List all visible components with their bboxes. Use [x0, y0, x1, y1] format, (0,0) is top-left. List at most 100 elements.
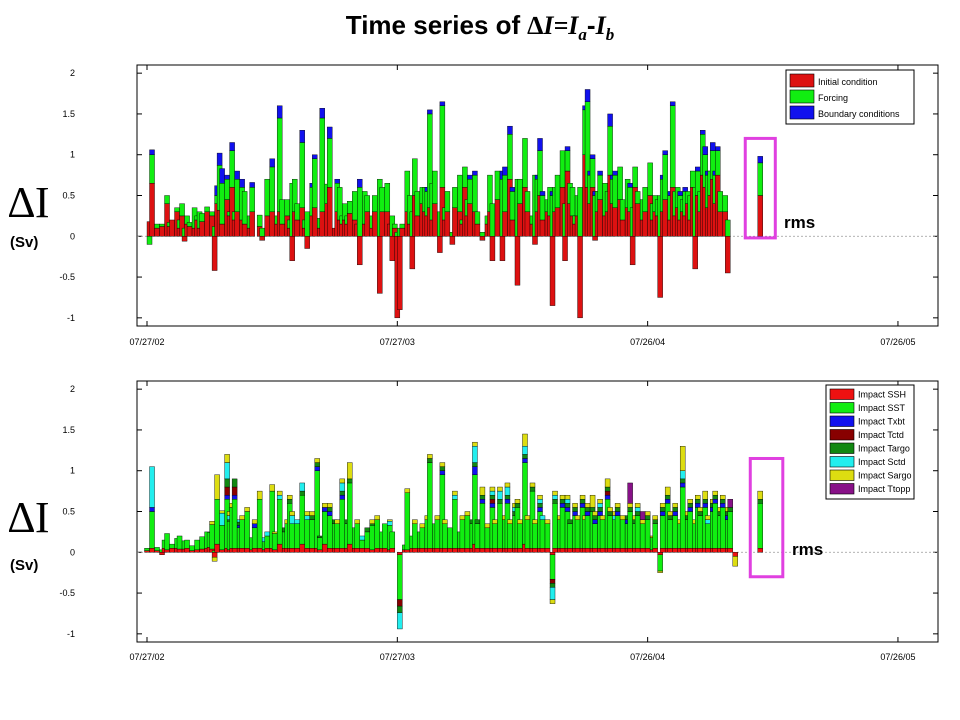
bar-segment-impact-txbt — [679, 482, 686, 488]
legend-swatch — [829, 469, 855, 481]
bar-segment-impact-sst — [727, 511, 733, 549]
rms-label: rms — [792, 540, 823, 559]
bar-segment-forcing — [219, 183, 225, 225]
bar-segment-impact-sargo — [657, 570, 663, 573]
bar-segment-impact-sargo — [584, 503, 591, 508]
x-tick-label: 07/27/02 — [129, 337, 164, 347]
bar-segment-impact-sst — [317, 537, 323, 551]
bar-segment-boundary-conditions — [327, 126, 333, 139]
bar-segment-impact-sst — [614, 515, 621, 549]
bar-segment-initial-condition — [479, 236, 486, 241]
bar-segment-impact-targo — [604, 486, 611, 492]
bar-segment-initial-condition — [269, 211, 275, 237]
bar-segment-boundary-conditions — [239, 178, 245, 188]
bar-segment-impact-ssh — [442, 548, 448, 553]
bar-segment-impact-targo — [514, 503, 521, 508]
bar-segment-impact-sargo — [271, 531, 278, 534]
bar-segment-initial-condition — [259, 236, 265, 241]
bar-segment-initial-condition — [642, 211, 648, 237]
bar-segment-impact-ssh — [552, 548, 558, 553]
bar-segment-impact-ssh — [667, 548, 673, 553]
bar-segment-initial-condition — [717, 211, 723, 237]
bar-segment-impact-targo — [299, 490, 305, 496]
bar-segment-impact-sst — [492, 523, 498, 549]
bar-segment-forcing — [537, 150, 543, 196]
bar-segment-impact-sctd — [634, 507, 641, 512]
bar-segment-impact-ssh — [679, 548, 686, 553]
bar-segment-forcing — [279, 199, 285, 225]
title-var: I — [543, 11, 554, 40]
bar-segment-impact-sst — [474, 523, 481, 549]
bar-segment-impact-sst — [552, 503, 558, 549]
bar-segment-impact-ssh — [659, 548, 666, 553]
bar-segment-initial-condition — [444, 211, 451, 237]
bar-segment-initial-condition — [532, 236, 538, 245]
bar-segment-forcing — [357, 187, 363, 237]
bar-segment-boundary-conditions — [627, 183, 633, 188]
bar-segment-impact-sctd — [387, 521, 393, 526]
bar-segment-impact-sargo — [604, 478, 611, 488]
bar-segment-impact-sst — [231, 499, 238, 549]
bar-segment-impact-sargo — [439, 462, 446, 467]
bar-segment-initial-condition — [562, 236, 568, 261]
bar-segment-impact-sst — [442, 523, 448, 549]
bar-segment-impact-sctd — [552, 494, 558, 500]
bar-segment-impact-txbt — [664, 499, 671, 504]
bar-segment-impact-targo — [589, 507, 596, 512]
bar-segment-impact-sctd — [504, 486, 511, 496]
bar-segment-impact-tctd — [224, 486, 230, 496]
bar-segment-boundary-conditions — [702, 146, 708, 155]
bar-segment-initial-condition — [249, 211, 255, 237]
bar-segment-forcing — [502, 174, 508, 213]
bar-segment-forcing — [757, 162, 763, 196]
bar-segment-forcing — [444, 191, 451, 213]
bar-segment-boundary-conditions — [502, 166, 508, 176]
bar-segment-impact-ssh — [672, 548, 678, 553]
bar-segment-initial-condition — [489, 236, 496, 261]
bar-segment-impact-sargo — [522, 433, 528, 447]
bar-segment-impact-ssh — [271, 549, 278, 553]
bar-segment-impact-targo — [504, 494, 511, 500]
bar-segment-impact-ssh — [544, 548, 551, 553]
bar-segment-forcing — [467, 178, 473, 204]
bar-segment-impact-sst — [619, 519, 626, 549]
bar-segment-impact-ssh — [294, 548, 300, 553]
bar-segment-impact-ttopp — [639, 511, 646, 520]
bar-segment-impact-sargo — [276, 490, 283, 496]
bar-segment-impact-sargo — [652, 515, 658, 520]
bar-segment-impact-sst — [539, 519, 546, 549]
bar-segment-impact-sst — [364, 531, 370, 549]
bar-segment-impact-sctd — [705, 519, 711, 524]
bar-segment-forcing — [474, 211, 481, 225]
legend-swatch — [789, 105, 815, 120]
bar-segment-impact-sctd — [679, 470, 686, 480]
bar-segment-impact-sst — [679, 486, 686, 549]
bar-segment-impact-sctd — [224, 462, 230, 480]
bar-segment-impact-ssh — [154, 550, 160, 553]
bar-segment-impact-sargo — [484, 523, 491, 529]
bar-segment-impact-sst — [657, 554, 663, 572]
bar-segment-forcing — [462, 166, 468, 188]
bar-segment-boundary-conditions — [507, 125, 513, 135]
bar-segment-impact-ssh — [652, 548, 658, 553]
bar-segment-impact-targo — [572, 507, 578, 512]
bar-segment-impact-ssh — [164, 549, 170, 553]
bar-segment-impact-ssh — [184, 548, 190, 553]
bar-segment-impact-txbt — [604, 494, 611, 500]
bar-segment-impact-sst — [264, 535, 270, 549]
bar-segment-impact-sargo — [309, 511, 315, 516]
bar-segment-initial-condition — [347, 213, 353, 237]
bar-segment-impact-txbt — [231, 494, 238, 500]
bar-segment-impact-txbt — [659, 511, 666, 516]
bar-segment-boundary-conditions — [216, 152, 223, 166]
bar-segment-impact-txbt — [564, 507, 571, 512]
bar-segment-initial-condition — [597, 199, 603, 237]
bar-segment-impact-sst — [369, 525, 375, 551]
bar-segment-impact-ssh — [627, 548, 633, 553]
bar-segment-impact-sst — [687, 511, 693, 549]
bar-segment-impact-sctd — [597, 503, 603, 508]
legend-label: Impact Targo — [858, 444, 910, 454]
bar-segment-impact-sctd — [219, 512, 225, 526]
bar-segment-impact-sst — [309, 519, 315, 549]
bar-segment-impact-sargo — [549, 599, 556, 604]
